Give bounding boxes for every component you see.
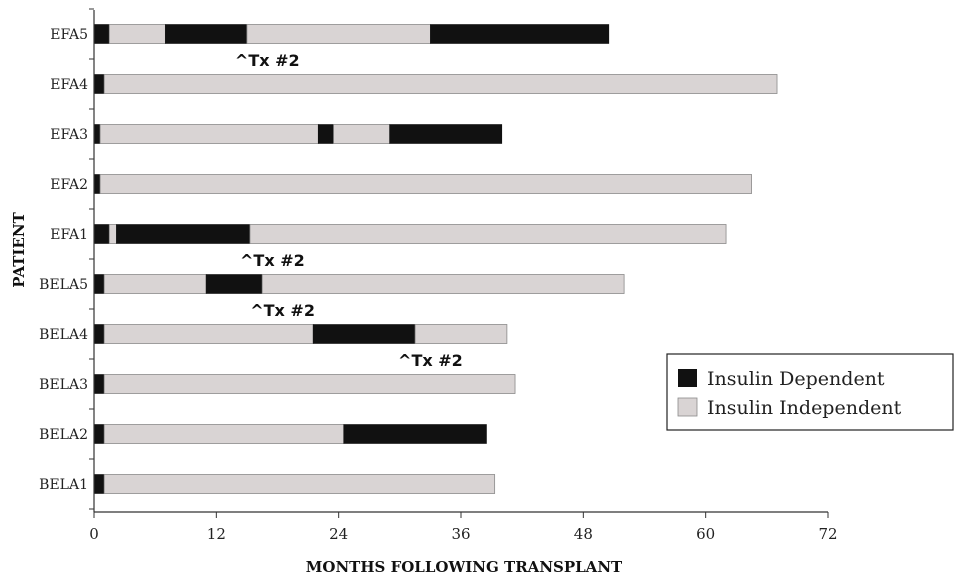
- bar-segment: [165, 24, 248, 44]
- bar-segment: [108, 24, 166, 44]
- bar-segment: [389, 124, 503, 144]
- legend-swatch-dependent: [678, 369, 697, 387]
- bar-segment: [93, 124, 101, 144]
- bar-segment: [246, 24, 431, 44]
- x-tick-label: 24: [329, 525, 348, 543]
- y-tick-label: EFA5: [50, 27, 88, 43]
- bar-segment: [333, 124, 391, 144]
- bars-layer: [93, 24, 778, 494]
- y-tick-label: BELA3: [39, 377, 88, 393]
- y-tick-label: EFA1: [50, 227, 88, 243]
- x-axis-title: MONTHS FOLLOWING TRANSPLANT: [306, 558, 623, 576]
- legend-label-independent: Insulin Independent: [707, 397, 902, 419]
- legend-label-dependent: Insulin Dependent: [707, 368, 885, 390]
- y-tick-label: EFA2: [50, 177, 88, 193]
- annotation-label: ^Tx #2: [240, 251, 305, 270]
- bar-segment: [108, 224, 117, 244]
- x-tick-label: 36: [451, 525, 470, 543]
- bar-segment: [343, 424, 487, 444]
- bar-segment: [103, 324, 314, 344]
- bar-segment: [103, 274, 207, 294]
- bar-segment: [93, 424, 105, 444]
- bar-segment: [312, 324, 416, 344]
- bar-segment: [93, 174, 101, 194]
- x-tick-label: 72: [818, 525, 837, 543]
- annotation-label: ^Tx #2: [235, 51, 300, 70]
- x-tick-label: 12: [207, 525, 226, 543]
- bar-segment: [103, 374, 516, 394]
- bar-segment: [116, 224, 251, 244]
- bar-segment: [103, 474, 496, 494]
- legend-box: [666, 353, 954, 431]
- bar-segment: [249, 224, 727, 244]
- bar-segment: [430, 24, 610, 44]
- bar-segment: [93, 324, 105, 344]
- x-tick-label: 60: [696, 525, 715, 543]
- annotation-label: ^Tx #2: [398, 351, 463, 370]
- bar-segment: [317, 124, 334, 144]
- bar-segment: [93, 224, 110, 244]
- bar-segment: [103, 424, 345, 444]
- y-tick-label: BELA1: [39, 477, 88, 493]
- bar-segment: [99, 174, 752, 194]
- annotation-label: ^Tx #2: [250, 301, 315, 320]
- bar-segment: [261, 274, 625, 294]
- x-tick-label: 48: [574, 525, 593, 543]
- annotations-layer: ^Tx #2 ^Tx #2 ^Tx #2 ^Tx #2: [235, 51, 463, 370]
- bar-segment: [414, 324, 508, 344]
- bar-segment: [99, 124, 319, 144]
- y-tick-label: BELA5: [39, 277, 88, 293]
- y-tick-label: EFA4: [50, 77, 88, 93]
- bar-segment: [93, 24, 110, 44]
- bar-segment: [205, 274, 263, 294]
- legend: Insulin Dependent Insulin Independent: [666, 353, 954, 431]
- legend-swatch-independent: [677, 397, 698, 417]
- y-tick-label: EFA3: [50, 127, 88, 143]
- bar-segment: [93, 274, 105, 294]
- axes-layer: EFA5 EFA4 EFA3 EFA2 EFA1 BELA5 BELA4 BELA3 BELA2…: [39, 8, 838, 543]
- bar-segment: [93, 74, 105, 94]
- bar-segment: [103, 74, 778, 94]
- y-tick-label: BELA4: [39, 327, 88, 343]
- y-axis-title: PATIENT: [10, 211, 28, 287]
- bar-segment: [93, 474, 105, 494]
- y-tick-label: BELA2: [39, 427, 88, 443]
- bar-segment: [93, 374, 105, 394]
- x-tick-label: 0: [89, 525, 99, 543]
